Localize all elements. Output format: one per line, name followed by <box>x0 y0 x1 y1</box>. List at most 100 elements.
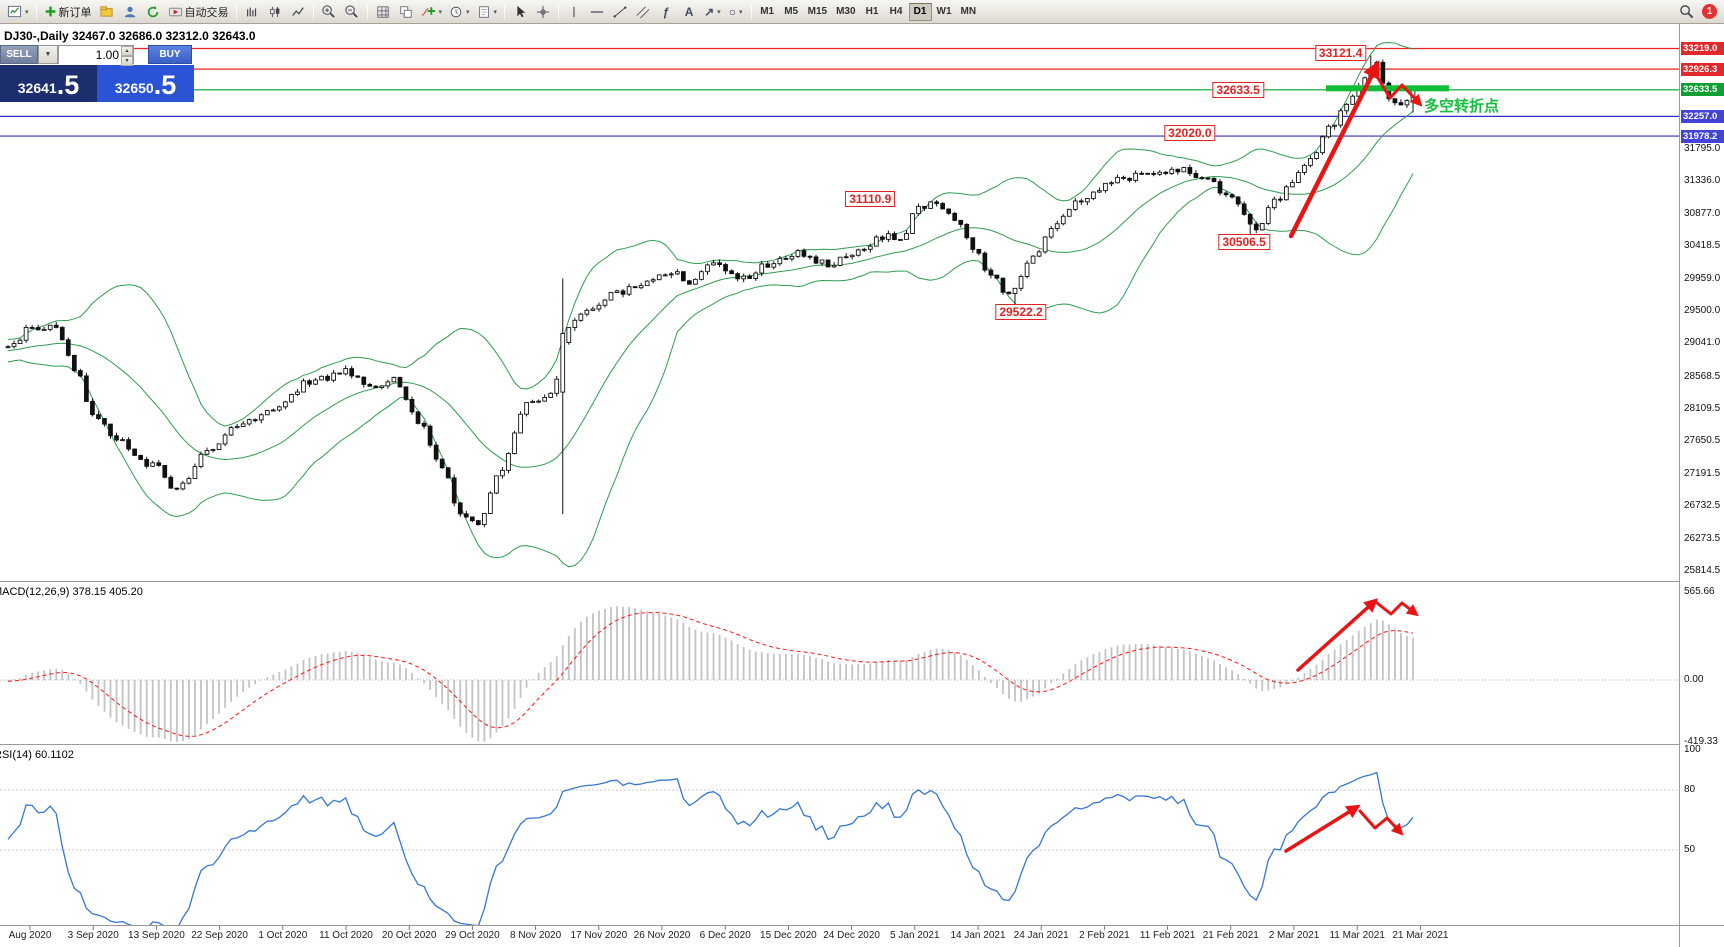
metaeditor-button[interactable] <box>96 2 118 22</box>
price-scale-label: 27650.5 <box>1684 435 1721 447</box>
horizontal-line-tool[interactable] <box>586 2 608 22</box>
time-axis-label: 11 Mar 2021 <box>1329 930 1385 941</box>
arrows-tool[interactable]: ↗ ▾ <box>701 2 724 22</box>
price-callout: 29522.2 <box>995 304 1047 320</box>
trendline-tool[interactable] <box>609 2 631 22</box>
bar-chart-button[interactable] <box>241 2 263 22</box>
tab-m5[interactable]: M5 <box>780 3 803 21</box>
templates-button[interactable]: ▾ <box>474 2 501 22</box>
volume-input[interactable] <box>59 46 133 64</box>
time-axis-label: 29 Oct 2020 <box>445 930 500 941</box>
price-scale-tag: 31978.2 <box>1681 129 1724 143</box>
price-callout: 33121.4 <box>1314 45 1367 62</box>
ask-price[interactable]: 32650.5 <box>97 65 194 102</box>
rsi-indicator-label: RSI(14) 60.1102 <box>0 749 74 761</box>
tab-m1[interactable]: M1 <box>756 3 779 21</box>
tab-d1[interactable]: D1 <box>908 2 932 21</box>
chevron-down-icon: ▾ <box>466 8 470 16</box>
buy-button[interactable]: BUY <box>148 45 192 64</box>
crosshair-button[interactable] <box>532 2 554 22</box>
arrange-windows-button[interactable] <box>395 2 417 22</box>
chevron-down-icon: ▾ <box>717 8 721 16</box>
price-scale-tag: 32257.0 <box>1681 109 1724 123</box>
tab-m30[interactable]: M30 <box>832 3 859 21</box>
time-axis-label: 2 Feb 2021 <box>1079 930 1130 941</box>
indicators-button[interactable]: ▾ <box>418 2 446 22</box>
time-axis-label: 21 Feb 2021 <box>1202 930 1259 941</box>
zoom-out-button[interactable] <box>341 2 363 22</box>
one-click-trading-panel: SELL ▼ ▲ ▼ BUY 32641.5 32650.5 <box>0 45 194 102</box>
sell-button[interactable]: SELL <box>0 45 38 64</box>
time-axis-label: 22 Sep 2020 <box>191 930 248 941</box>
zoom-in-icon <box>322 5 335 18</box>
time-axis-label: 11 Oct 2020 <box>319 930 373 941</box>
vertical-line-tool[interactable] <box>563 2 585 22</box>
price-scale-label: 30877.0 <box>1684 207 1721 219</box>
price-scale-label: 29500.0 <box>1684 304 1721 316</box>
new-order-button[interactable]: 新订单 <box>41 2 95 22</box>
tab-w1[interactable]: W1 <box>933 3 956 21</box>
chevron-down-icon: ▾ <box>438 8 443 16</box>
trend-arrow <box>1296 598 1379 672</box>
time-axis[interactable]: Aug 2020 3 Sep 2020 13 Sep 2020 22 Sep 2020… <box>0 930 1679 946</box>
price-scale-label: 26732.5 <box>1684 500 1721 512</box>
channel-tool[interactable] <box>632 2 654 22</box>
time-axis-label: 17 Nov 2020 <box>570 930 628 941</box>
grid-button[interactable] <box>372 2 394 22</box>
shapes-icon: ○ <box>728 4 736 19</box>
bid-price-main: 32641 <box>17 80 57 96</box>
windows-icon <box>399 5 412 18</box>
zoom-in-button[interactable] <box>318 2 340 22</box>
text-icon: A <box>684 4 694 19</box>
person-icon <box>124 6 135 17</box>
toolbar-separator <box>35 4 37 19</box>
tab-m15[interactable]: M15 <box>804 3 831 21</box>
toolbar-separator <box>312 4 314 19</box>
time-axis-label: 20 Oct 2020 <box>381 930 437 941</box>
volume-down-icon[interactable]: ▼ <box>121 56 133 66</box>
profile-button[interactable] <box>119 2 141 22</box>
search-button[interactable] <box>1675 2 1697 22</box>
rsi-panel[interactable] <box>0 771 1679 930</box>
shapes-tool[interactable]: ○ ▾ <box>725 2 747 22</box>
trend-note-text: 多空转折点 <box>1424 98 1500 115</box>
candlestick-button[interactable] <box>264 2 286 22</box>
chevron-down-icon: ▾ <box>493 8 498 16</box>
autotrading-button[interactable]: 自动交易 <box>165 2 232 22</box>
price-scale-tag: 32633.5 <box>1681 83 1724 97</box>
time-axis-label: Aug 2020 <box>8 930 52 941</box>
order-type-dropdown[interactable]: ▼ <box>38 45 58 64</box>
refresh-button[interactable] <box>142 2 164 22</box>
volume-field: ▲ ▼ <box>58 45 134 66</box>
volume-stepper: ▲ ▼ <box>121 46 133 66</box>
text-tool[interactable]: A <box>678 2 700 22</box>
toolbar-separator <box>558 4 560 19</box>
time-axis-label: 24 Dec 2020 <box>823 930 880 941</box>
bid-price[interactable]: 32641.5 <box>0 65 97 102</box>
price-callout: 31110.9 <box>845 190 896 207</box>
tab-h4[interactable]: H4 <box>885 3 908 21</box>
cursor-button[interactable] <box>509 2 531 22</box>
hline-icon <box>590 10 604 13</box>
new-order-label: 新订单 <box>58 6 92 19</box>
price-scale-label: 26273.5 <box>1684 532 1721 544</box>
periods-button[interactable]: ▾ <box>446 2 473 22</box>
tab-h1[interactable]: H1 <box>861 3 884 21</box>
chevron-down-icon: ▾ <box>25 8 29 16</box>
indicators-icon <box>421 7 435 16</box>
price-scale-tag: 32926.3 <box>1681 62 1724 76</box>
rsi-scale-label: 80 <box>1684 784 1696 795</box>
channel-icon <box>636 5 650 18</box>
fibonacci-icon: ƒ <box>662 4 670 19</box>
notification-badge[interactable]: 1 <box>1702 4 1717 19</box>
time-axis-label: 21 Mar 2021 <box>1392 930 1449 941</box>
tab-mn[interactable]: MN <box>957 3 981 21</box>
main-price-panel[interactable] <box>0 42 1679 568</box>
macd-panel[interactable] <box>0 606 1679 742</box>
new-chart-button[interactable]: ▾ <box>4 2 32 22</box>
line-chart-button[interactable] <box>287 2 309 22</box>
volume-up-icon[interactable]: ▲ <box>121 46 133 56</box>
trendline-icon <box>613 5 627 18</box>
fibonacci-tool[interactable]: ƒ <box>655 2 677 22</box>
